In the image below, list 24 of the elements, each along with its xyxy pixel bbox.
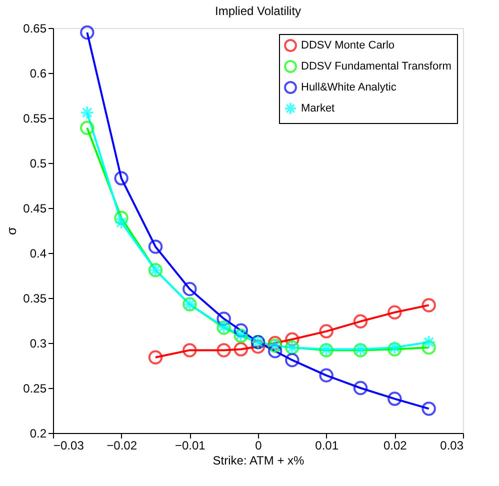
x-tick-label: 0.01 — [315, 438, 339, 452]
y-axis-title: σ — [4, 226, 20, 236]
y-tick-label: 0.2 — [30, 426, 47, 440]
y-tick-label: 0.35 — [23, 292, 47, 306]
x-tick-label: −0.01 — [174, 438, 206, 452]
x-tick-label: 0.03 — [440, 438, 464, 452]
y-tick-label: 0.65 — [23, 22, 47, 36]
legend-label: DDSV Fundamental Transform — [301, 60, 452, 72]
legend-label: Market — [301, 102, 335, 114]
legend-label: DDSV Monte Carlo — [301, 40, 395, 52]
y-tick-label: 0.45 — [23, 202, 47, 216]
x-tick-label: −0.03 — [54, 438, 84, 452]
y-tick-label: 0.6 — [30, 66, 47, 80]
legend-label: Hull&White Analytic — [301, 82, 397, 94]
x-axis-title: Strike: ATM + x% — [212, 454, 305, 468]
y-tick-label: 0.5 — [30, 156, 47, 170]
y-tick-label: 0.4 — [30, 246, 47, 260]
y-tick-label: 0.25 — [23, 382, 47, 396]
x-tick-label: −0.02 — [106, 438, 138, 452]
chart-title: Implied Volatility — [214, 4, 302, 18]
y-tick-label: 0.3 — [30, 336, 47, 350]
x-tick-label: 0 — [255, 438, 262, 452]
x-tick-label: 0.02 — [383, 438, 408, 452]
y-tick-label: 0.55 — [23, 112, 47, 126]
